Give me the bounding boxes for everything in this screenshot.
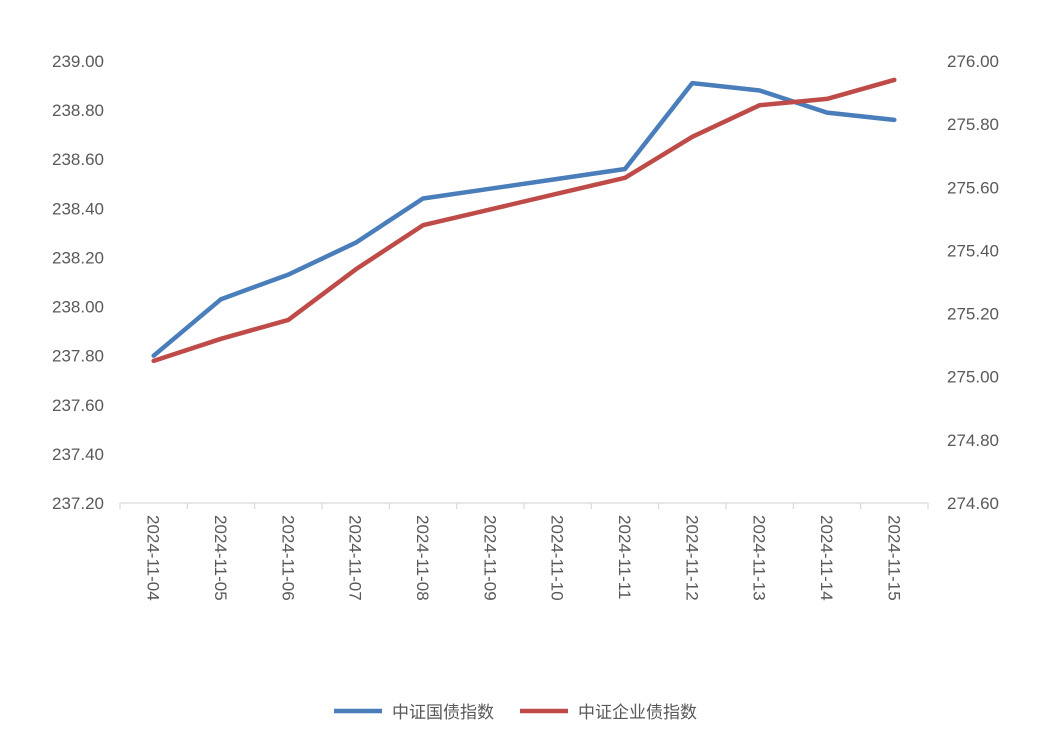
x-tick-label: 2024-11-12 (682, 515, 701, 601)
right-tick-label: 274.80 (947, 431, 999, 450)
x-tick-label: 2024-11-08 (413, 515, 432, 601)
x-axis-ticks: 2024-11-04 2024-11-05 2024-11-06 2024-11-07… (119, 503, 929, 601)
left-tick-label: 238.00 (52, 298, 104, 317)
x-tick-label: 2024-11-15 (884, 515, 903, 601)
left-tick-label: 238.20 (52, 248, 104, 267)
right-tick-label: 274.60 (947, 494, 999, 513)
left-tick-label: 238.40 (52, 199, 104, 218)
right-axis-ticks: 274.60 274.80 275.00 275.20 275.40 275.60 275.… (947, 52, 999, 513)
left-tick-label: 237.40 (52, 445, 104, 464)
left-tick-label: 239.00 (52, 52, 104, 71)
x-tick-label: 2024-11-10 (548, 515, 567, 601)
x-tick-label: 2024-11-13 (750, 515, 769, 601)
x-tick-label: 2024-11-09 (480, 515, 499, 601)
series-lines (151, 77, 897, 364)
left-tick-label: 238.60 (52, 150, 104, 169)
x-tick-label: 2024-11-07 (346, 515, 365, 601)
right-tick-label: 275.40 (947, 241, 999, 260)
right-tick-label: 276.00 (947, 52, 999, 71)
legend-label-2: 中证企业债指数 (578, 703, 697, 723)
x-tick-label: 2024-11-04 (144, 515, 163, 601)
left-tick-label: 237.20 (52, 494, 104, 513)
right-tick-label: 275.60 (947, 178, 999, 197)
x-tick-label: 2024-11-06 (278, 515, 297, 601)
right-tick-label: 275.20 (947, 305, 999, 324)
right-tick-label: 275.80 (947, 115, 999, 134)
left-tick-label: 238.80 (52, 101, 104, 120)
series-line-2 (151, 77, 897, 364)
right-tick-label: 275.00 (947, 368, 999, 387)
x-tick-label: 2024-11-11 (615, 515, 634, 599)
left-axis-ticks: 237.20 237.40 237.60 237.80 238.00 238.20 238.… (52, 52, 104, 513)
left-tick-label: 237.80 (52, 347, 104, 366)
left-tick-label: 237.60 (52, 396, 104, 415)
legend: 中证国债指数 中证企业债指数 (334, 703, 697, 723)
x-tick-label: 2024-11-14 (817, 515, 836, 601)
legend-label-1: 中证国债指数 (392, 703, 494, 723)
x-tick-label: 2024-11-05 (211, 515, 230, 601)
series-line-1 (151, 80, 897, 358)
